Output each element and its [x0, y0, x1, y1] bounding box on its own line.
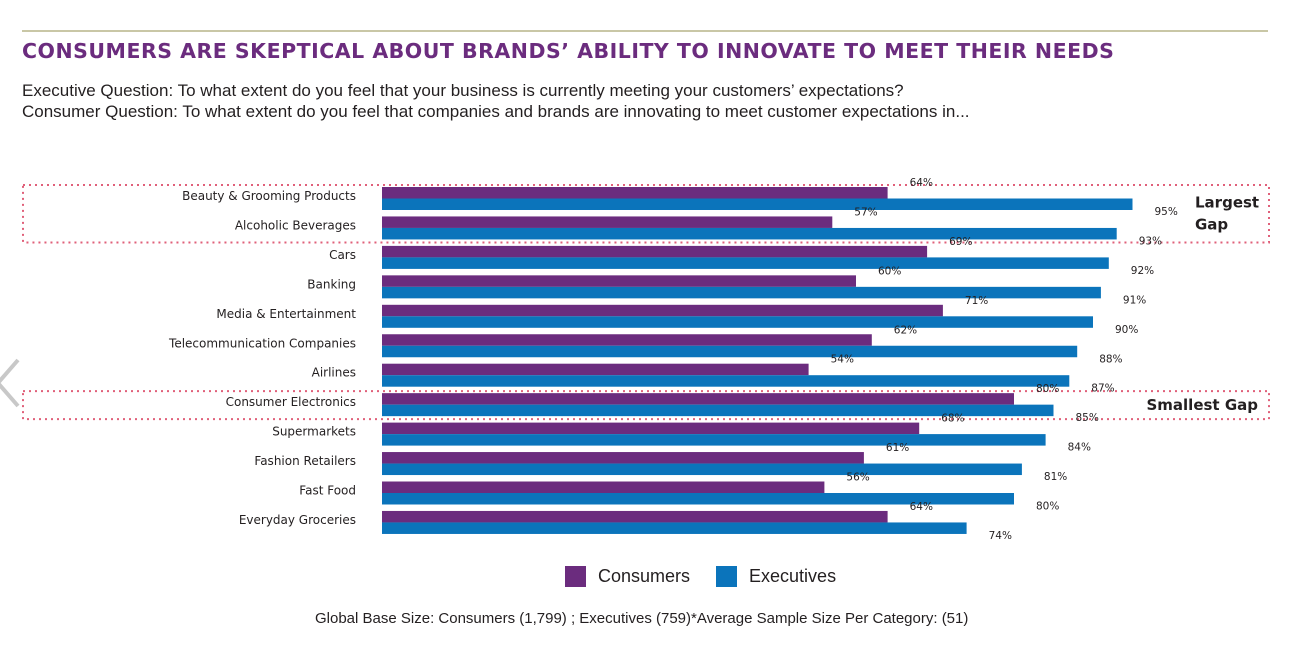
- executives-value-label: 88%: [1099, 353, 1122, 365]
- category-label: Media & Entertainment: [216, 307, 356, 321]
- bar-chart: Largest Gap Smallest Gap Beauty & Grooming …: [22, 177, 1270, 542]
- consumers-bar: [382, 304, 943, 317]
- executives-value-label: 95%: [1155, 206, 1178, 218]
- consumers-value-label: 60%: [878, 265, 901, 277]
- legend-swatch-consumers: [565, 566, 586, 587]
- executives-bar: [382, 404, 1054, 417]
- executives-value-label: 92%: [1131, 265, 1154, 277]
- consumers-value-label: 54%: [831, 354, 854, 366]
- consumers-bar: [382, 452, 864, 464]
- category-label: Everyday Groceries: [239, 513, 356, 527]
- category-label: Fashion Retailers: [254, 454, 356, 468]
- category-label: Beauty & Grooming Products: [182, 189, 356, 203]
- consumers-value-label: 62%: [894, 324, 917, 336]
- consumers-bar: [382, 393, 1014, 405]
- consumers-bar: [382, 334, 872, 346]
- category-label: Airlines: [312, 366, 356, 380]
- executives-value-label: 93%: [1139, 235, 1162, 247]
- executives-value-label: 90%: [1115, 324, 1138, 336]
- executives-bar: [382, 375, 1070, 387]
- executives-bar: [382, 463, 1022, 476]
- consumers-value-label: 69%: [949, 236, 972, 248]
- executives-bar: [382, 345, 1078, 358]
- consumers-value-label: 64%: [910, 501, 933, 513]
- executives-bar: [382, 227, 1117, 240]
- consumers-value-label: 57%: [854, 206, 877, 218]
- executives-value-label: 80%: [1036, 501, 1059, 513]
- executives-value-label: 91%: [1123, 294, 1146, 306]
- top-rule: [22, 30, 1268, 32]
- executive-question: Executive Question: To what extent do yo…: [22, 81, 904, 100]
- category-label: Banking: [307, 277, 356, 291]
- executives-bar: [382, 522, 967, 534]
- consumers-bar: [382, 363, 809, 376]
- consumers-value-label: 61%: [886, 442, 909, 454]
- footnote: Global Base Size: Consumers (1,799) ; Ex…: [315, 610, 969, 627]
- category-label: Cars: [329, 248, 356, 262]
- consumers-bar: [382, 275, 856, 287]
- legend-item-executives: Executives: [716, 566, 836, 587]
- consumers-bar: [382, 187, 888, 199]
- gap-annotation-label: Largest: [1195, 194, 1259, 212]
- chevron-left-icon[interactable]: [0, 356, 26, 410]
- consumers-bar: [382, 216, 833, 228]
- category-label: Fast Food: [299, 484, 356, 498]
- consumers-value-label: 80%: [1036, 383, 1059, 395]
- executives-bar: [382, 286, 1101, 299]
- executives-value-label: 84%: [1068, 442, 1091, 454]
- category-label: Consumer Electronics: [226, 395, 356, 409]
- executives-bar: [382, 434, 1046, 446]
- category-label: Telecommunication Companies: [168, 336, 356, 350]
- consumers-bar: [382, 481, 825, 493]
- consumers-value-label: 71%: [965, 295, 988, 307]
- legend-item-consumers: Consumers: [565, 566, 690, 587]
- consumers-bar: [382, 422, 920, 435]
- legend-swatch-executives: [716, 566, 738, 587]
- legend-label-consumers: Consumers: [598, 566, 691, 586]
- executives-value-label: 87%: [1091, 383, 1114, 395]
- category-label: Alcoholic Beverages: [235, 218, 356, 232]
- executives-bar: [382, 257, 1109, 269]
- chart-legend: Consumers Executives: [565, 566, 862, 587]
- executives-bar: [382, 493, 1014, 505]
- executives-bar: [382, 316, 1093, 328]
- category-label: Supermarkets: [272, 425, 356, 439]
- executives-bar: [382, 198, 1133, 210]
- page-title: CONSUMERS ARE SKEPTICAL ABOUT BRANDS’ AB…: [22, 39, 1115, 63]
- consumers-bar: [382, 245, 928, 258]
- consumer-question: Consumer Question: To what extent do you…: [22, 102, 970, 121]
- gap-annotation-label: Smallest Gap: [1146, 396, 1258, 414]
- legend-label-executives: Executives: [749, 566, 837, 586]
- gap-annotation-label: Gap: [1195, 216, 1228, 234]
- consumers-value-label: 64%: [910, 177, 933, 189]
- executives-value-label: 74%: [989, 530, 1012, 542]
- consumers-value-label: 68%: [941, 413, 964, 425]
- gap-highlight-box: [22, 184, 1270, 244]
- gap-highlight-box: [22, 390, 1270, 421]
- consumers-bar: [382, 510, 888, 523]
- executives-value-label: 85%: [1076, 412, 1099, 424]
- consumers-value-label: 56%: [846, 472, 869, 484]
- executives-value-label: 81%: [1044, 471, 1067, 483]
